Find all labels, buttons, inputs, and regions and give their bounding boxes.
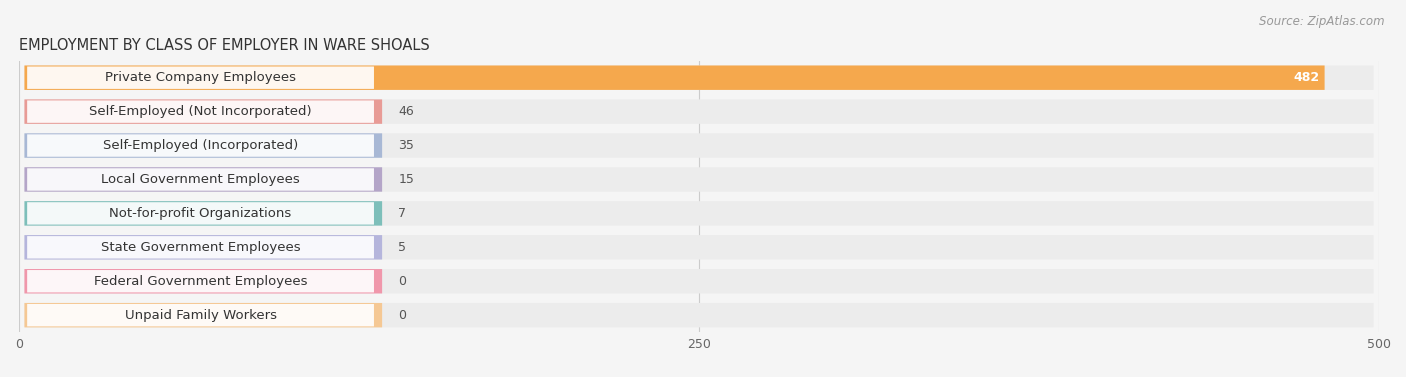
Text: 46: 46 (398, 105, 415, 118)
FancyBboxPatch shape (27, 168, 374, 191)
FancyBboxPatch shape (24, 303, 382, 327)
Text: Federal Government Employees: Federal Government Employees (94, 275, 308, 288)
Text: Unpaid Family Workers: Unpaid Family Workers (125, 309, 277, 322)
FancyBboxPatch shape (24, 100, 382, 124)
Text: 7: 7 (398, 207, 406, 220)
Text: Private Company Employees: Private Company Employees (105, 71, 297, 84)
FancyBboxPatch shape (24, 100, 1374, 124)
FancyBboxPatch shape (24, 201, 1374, 225)
Text: Source: ZipAtlas.com: Source: ZipAtlas.com (1260, 15, 1385, 28)
FancyBboxPatch shape (27, 236, 374, 259)
Text: 15: 15 (398, 173, 415, 186)
FancyBboxPatch shape (24, 235, 382, 259)
Text: State Government Employees: State Government Employees (101, 241, 301, 254)
FancyBboxPatch shape (27, 100, 374, 123)
Text: EMPLOYMENT BY CLASS OF EMPLOYER IN WARE SHOALS: EMPLOYMENT BY CLASS OF EMPLOYER IN WARE … (20, 38, 430, 53)
FancyBboxPatch shape (27, 270, 374, 293)
Text: 35: 35 (398, 139, 415, 152)
Text: 5: 5 (398, 241, 406, 254)
FancyBboxPatch shape (24, 66, 1374, 90)
FancyBboxPatch shape (27, 134, 374, 157)
FancyBboxPatch shape (24, 201, 382, 225)
Text: 0: 0 (398, 275, 406, 288)
FancyBboxPatch shape (24, 66, 1324, 90)
FancyBboxPatch shape (27, 304, 374, 326)
FancyBboxPatch shape (24, 235, 1374, 259)
Text: Self-Employed (Incorporated): Self-Employed (Incorporated) (103, 139, 298, 152)
FancyBboxPatch shape (24, 269, 1374, 293)
FancyBboxPatch shape (24, 133, 382, 158)
Text: 0: 0 (398, 309, 406, 322)
Text: 482: 482 (1294, 71, 1319, 84)
FancyBboxPatch shape (24, 167, 1374, 192)
Text: Not-for-profit Organizations: Not-for-profit Organizations (110, 207, 291, 220)
FancyBboxPatch shape (24, 133, 1374, 158)
FancyBboxPatch shape (27, 202, 374, 225)
FancyBboxPatch shape (24, 303, 1374, 327)
Text: Self-Employed (Not Incorporated): Self-Employed (Not Incorporated) (89, 105, 312, 118)
Text: Local Government Employees: Local Government Employees (101, 173, 299, 186)
FancyBboxPatch shape (24, 167, 382, 192)
FancyBboxPatch shape (27, 66, 374, 89)
FancyBboxPatch shape (24, 269, 382, 293)
